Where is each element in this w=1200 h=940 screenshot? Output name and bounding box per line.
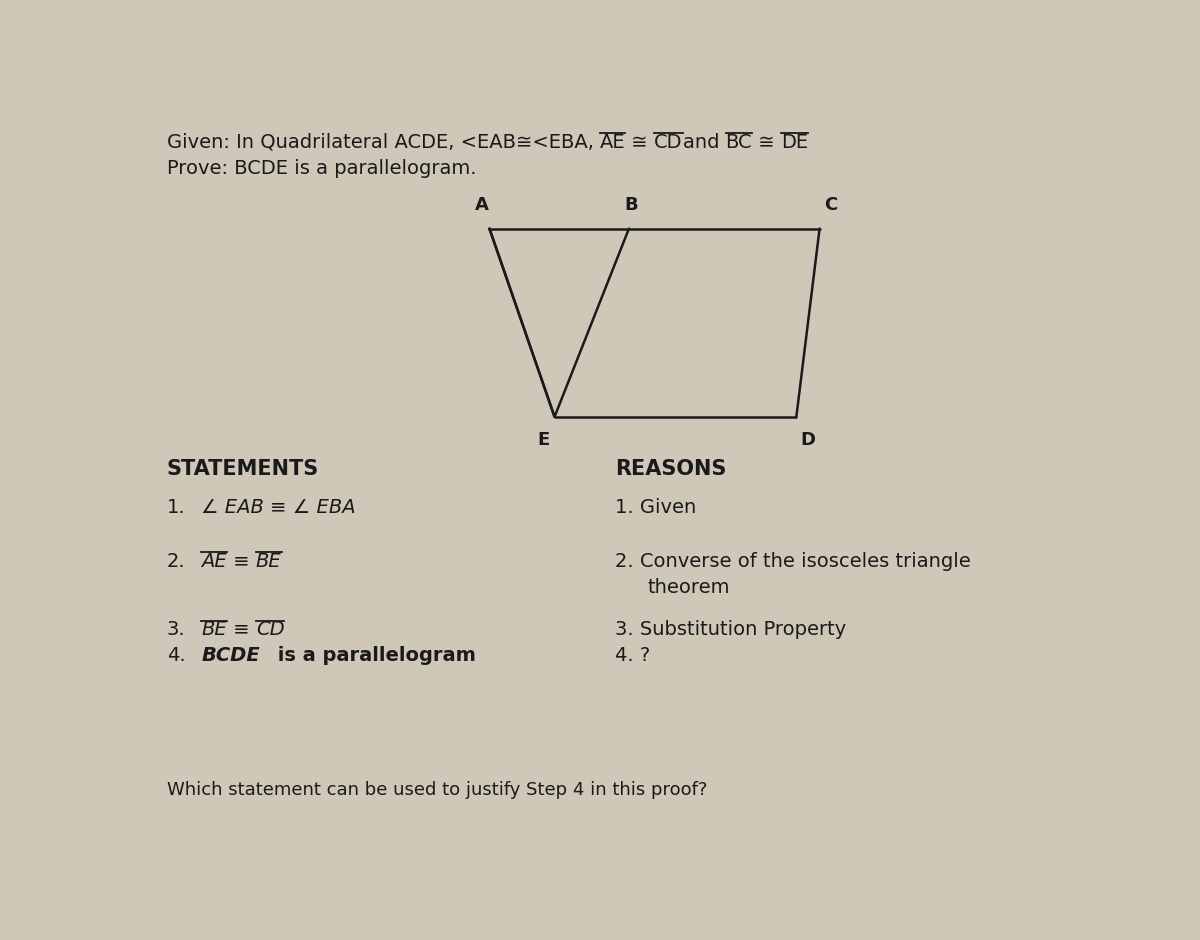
Text: BC: BC <box>726 133 752 151</box>
Text: 2. Converse of the isosceles triangle: 2. Converse of the isosceles triangle <box>616 552 971 571</box>
Text: 3.: 3. <box>167 620 185 639</box>
Text: theorem: theorem <box>648 578 730 597</box>
Text: 4.: 4. <box>167 647 185 666</box>
Text: 2.: 2. <box>167 552 185 571</box>
Text: ≡: ≡ <box>227 552 256 571</box>
Text: AE: AE <box>202 552 227 571</box>
Text: and: and <box>683 133 726 151</box>
Text: ≅: ≅ <box>752 133 781 151</box>
Text: A: A <box>475 196 488 214</box>
Text: Prove: BCDE is a parallelogram.: Prove: BCDE is a parallelogram. <box>167 159 476 178</box>
Text: 4. ?: 4. ? <box>616 647 650 666</box>
Text: CD: CD <box>256 620 284 639</box>
Text: 1. Given: 1. Given <box>616 498 696 517</box>
Text: ≡: ≡ <box>227 620 256 639</box>
Text: D: D <box>800 431 815 449</box>
Text: is a parallelogram: is a parallelogram <box>271 647 475 666</box>
Text: 1.: 1. <box>167 498 185 517</box>
Text: ≅: ≅ <box>625 133 654 151</box>
Text: BE: BE <box>256 552 282 571</box>
Text: B: B <box>624 196 637 214</box>
Text: 3. Substitution Property: 3. Substitution Property <box>616 620 846 639</box>
Text: ∠ EAB ≡ ∠ EBA: ∠ EAB ≡ ∠ EBA <box>202 498 355 517</box>
Text: REASONS: REASONS <box>616 459 726 478</box>
Text: E: E <box>538 431 550 449</box>
Text: BCDE: BCDE <box>202 647 260 666</box>
Text: Given: In Quadrilateral ACDE, <EAB≅<EBA,: Given: In Quadrilateral ACDE, <EAB≅<EBA, <box>167 133 600 151</box>
Text: CD: CD <box>654 133 683 151</box>
Text: DE: DE <box>781 133 809 151</box>
Text: C: C <box>824 196 838 214</box>
Text: Which statement can be used to justify Step 4 in this proof?: Which statement can be used to justify S… <box>167 780 707 799</box>
Text: AE: AE <box>600 133 625 151</box>
Text: BE: BE <box>202 620 227 639</box>
Text: STATEMENTS: STATEMENTS <box>167 459 319 478</box>
